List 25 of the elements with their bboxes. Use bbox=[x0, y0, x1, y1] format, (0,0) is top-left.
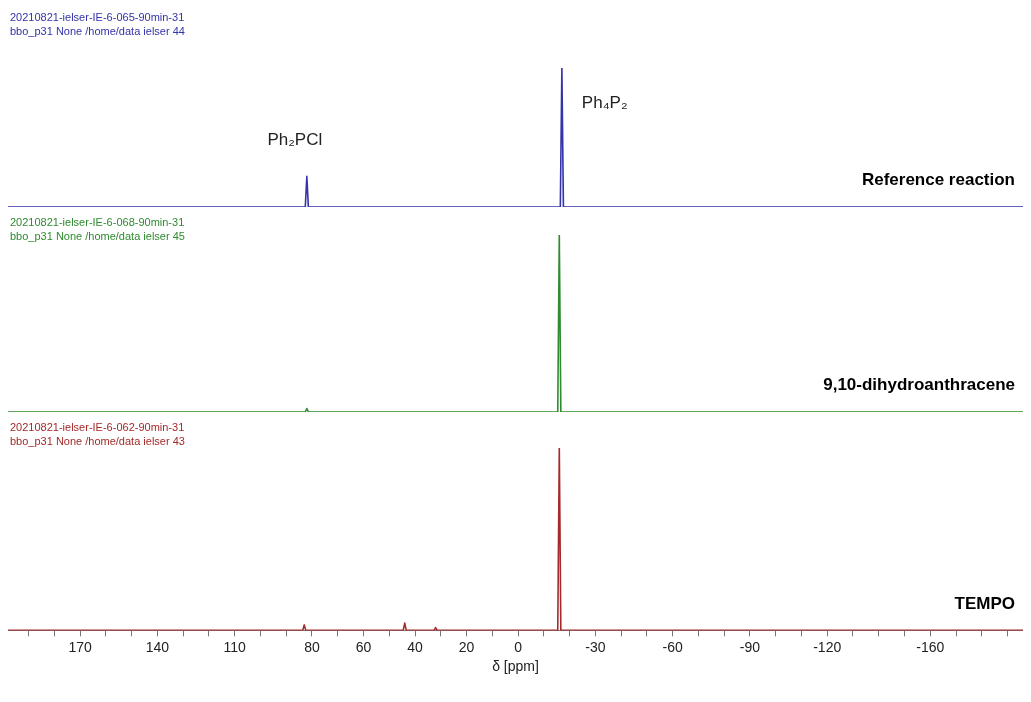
text: bbo_p31 None /home/data ielser 43 bbox=[10, 434, 185, 447]
x-tick-label: 110 bbox=[223, 638, 247, 655]
x-tick-label: 20 bbox=[458, 638, 475, 655]
x-tick-label: -60 bbox=[662, 638, 683, 655]
text: 9,10-dihydroanthracene bbox=[823, 375, 1015, 395]
text: 20210821-ielser-IE-6-062-90min-31 bbox=[10, 420, 185, 433]
annotation: bbo_p31 None /home/data ielser 45 bbox=[10, 229, 185, 242]
x-tick-label: -30 bbox=[585, 638, 606, 655]
x-axis-title: δ [ppm] bbox=[492, 658, 539, 675]
annotation: Ph₄P₂ bbox=[581, 92, 628, 112]
x-tick-label: 80 bbox=[304, 638, 320, 655]
x-tick-label: 0 bbox=[514, 638, 523, 655]
x-tick-label: -120 bbox=[813, 638, 842, 655]
text: bbo_p31 None /home/data ielser 44 bbox=[10, 24, 185, 37]
text: 20210821-ielser-IE-6-068-90min-31 bbox=[10, 215, 185, 228]
x-tick-label: 170 bbox=[68, 638, 93, 655]
text: 20210821-ielser-IE-6-065-90min-31 bbox=[10, 10, 185, 23]
x-tick-label: -160 bbox=[916, 638, 945, 655]
text: TEMPO bbox=[954, 593, 1015, 613]
annotation: Ph₂PCl bbox=[267, 129, 323, 149]
x-tick-label: 40 bbox=[407, 638, 424, 655]
x-tick-label: 140 bbox=[145, 638, 170, 655]
text: Reference reaction bbox=[861, 170, 1015, 190]
x-tick-label: -90 bbox=[739, 638, 761, 655]
x-tick-label: 60 bbox=[355, 638, 372, 655]
